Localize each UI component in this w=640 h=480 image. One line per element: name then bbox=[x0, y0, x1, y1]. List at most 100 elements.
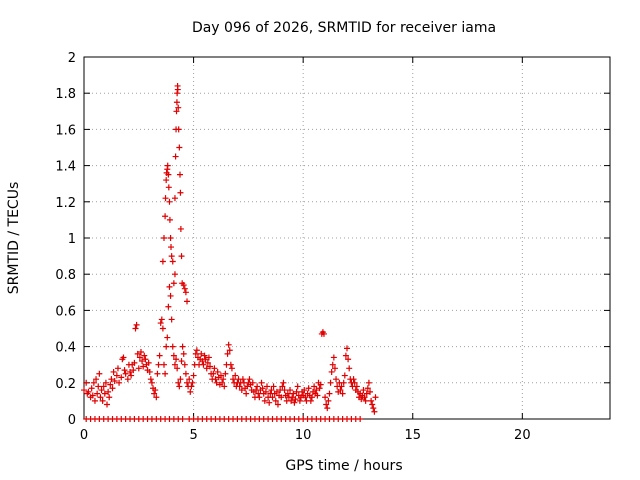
data-point bbox=[262, 388, 269, 395]
data-point bbox=[211, 365, 218, 372]
data-point bbox=[160, 361, 167, 368]
data-point bbox=[170, 280, 177, 287]
data-point bbox=[326, 390, 333, 397]
data-point bbox=[160, 235, 167, 241]
data-point bbox=[181, 285, 188, 292]
data-point bbox=[184, 379, 191, 386]
data-point bbox=[204, 359, 211, 366]
data-point bbox=[246, 376, 253, 383]
x-tick-label: 0 bbox=[80, 428, 88, 443]
data-point bbox=[333, 376, 340, 383]
y-tick-label: 0 bbox=[68, 413, 76, 428]
data-point bbox=[230, 376, 237, 383]
data-point bbox=[220, 376, 227, 383]
data-point bbox=[305, 385, 312, 392]
data-point bbox=[179, 416, 186, 422]
y-tick-label: 0.6 bbox=[55, 304, 76, 319]
data-point bbox=[130, 367, 137, 374]
data-point bbox=[217, 372, 224, 379]
data-point bbox=[99, 397, 106, 404]
data-point bbox=[173, 356, 180, 363]
data-point bbox=[256, 394, 263, 401]
data-point bbox=[200, 361, 207, 368]
data-point bbox=[270, 383, 277, 390]
data-point bbox=[280, 379, 287, 386]
data-point bbox=[137, 349, 144, 356]
data-point bbox=[105, 388, 112, 395]
data-point bbox=[292, 396, 299, 403]
data-point bbox=[148, 379, 155, 386]
data-point bbox=[370, 405, 377, 412]
data-point bbox=[163, 177, 170, 184]
data-point bbox=[269, 394, 276, 401]
data-point bbox=[329, 361, 336, 368]
data-point bbox=[362, 397, 369, 404]
data-point bbox=[274, 401, 281, 408]
data-point bbox=[238, 387, 245, 394]
data-point bbox=[371, 408, 378, 415]
data-point bbox=[255, 390, 262, 397]
data-point bbox=[162, 213, 169, 220]
data-point bbox=[167, 292, 174, 299]
data-point bbox=[340, 379, 347, 386]
data-point bbox=[341, 372, 348, 379]
data-point bbox=[170, 352, 177, 359]
data-point bbox=[177, 225, 184, 232]
data-point bbox=[192, 350, 199, 357]
data-point bbox=[165, 303, 172, 310]
data-point bbox=[236, 383, 243, 390]
data-point bbox=[316, 385, 323, 392]
data-point bbox=[338, 383, 345, 390]
data-point bbox=[168, 244, 175, 251]
data-point bbox=[176, 383, 183, 390]
data-point bbox=[202, 356, 209, 363]
data-point bbox=[175, 379, 182, 386]
data-point bbox=[171, 271, 178, 278]
data-point bbox=[201, 352, 208, 359]
data-point bbox=[175, 104, 182, 111]
data-point bbox=[351, 379, 358, 386]
data-point bbox=[110, 368, 117, 375]
data-point bbox=[102, 379, 109, 386]
data-point bbox=[222, 370, 229, 377]
data-point bbox=[291, 399, 298, 406]
data-point bbox=[155, 361, 162, 368]
data-point bbox=[181, 361, 188, 368]
data-point bbox=[91, 397, 98, 404]
data-point bbox=[330, 354, 337, 361]
data-point bbox=[120, 354, 127, 361]
data-point bbox=[311, 383, 318, 390]
data-point bbox=[193, 347, 200, 354]
data-point bbox=[308, 394, 315, 401]
data-point bbox=[171, 195, 178, 202]
data-point bbox=[93, 376, 100, 383]
data-point bbox=[259, 385, 266, 392]
data-point bbox=[279, 383, 286, 390]
data-point bbox=[289, 394, 296, 401]
data-point bbox=[367, 388, 374, 395]
data-point bbox=[307, 397, 314, 404]
data-point bbox=[368, 397, 375, 404]
data-point bbox=[113, 372, 120, 379]
data-point bbox=[205, 354, 212, 361]
data-point bbox=[302, 394, 309, 401]
data-point bbox=[163, 343, 170, 350]
data-point bbox=[301, 387, 308, 394]
data-point bbox=[207, 363, 214, 370]
data-point bbox=[124, 376, 131, 383]
data-point bbox=[177, 189, 184, 196]
data-point bbox=[180, 350, 187, 357]
data-point bbox=[226, 347, 233, 354]
data-point bbox=[261, 397, 268, 404]
data-point bbox=[290, 390, 297, 397]
data-point bbox=[344, 345, 350, 352]
data-point bbox=[172, 153, 179, 160]
data-point bbox=[176, 144, 183, 151]
data-point bbox=[345, 356, 352, 363]
data-point bbox=[364, 385, 371, 392]
data-point bbox=[350, 376, 357, 383]
data-point bbox=[106, 394, 113, 401]
data-point bbox=[174, 90, 181, 97]
data-point bbox=[327, 379, 334, 386]
